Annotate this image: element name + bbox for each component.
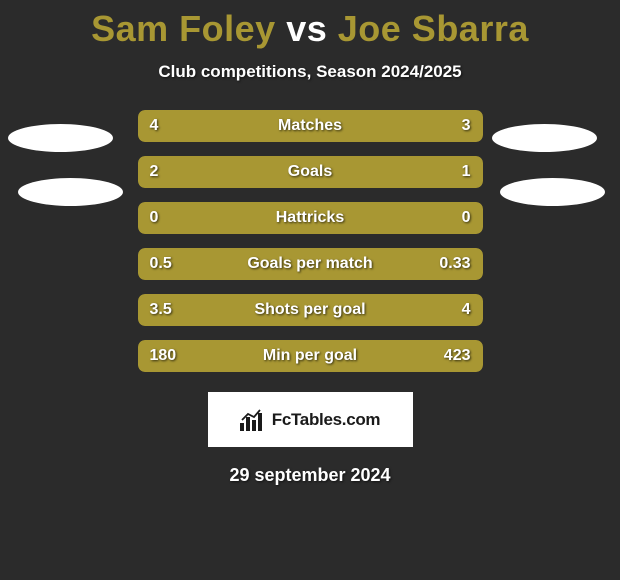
stat-row: 180Min per goal423: [138, 340, 483, 372]
subtitle: Club competitions, Season 2024/2025: [0, 62, 620, 82]
stat-label: Goals: [138, 156, 483, 188]
vs-text: vs: [286, 8, 327, 49]
stat-label: Min per goal: [138, 340, 483, 372]
date-text: 29 september 2024: [0, 465, 620, 486]
player2-name: Joe Sbarra: [338, 8, 529, 49]
stat-label: Matches: [138, 110, 483, 142]
stat-value-right: 4: [462, 294, 471, 326]
stats-container: 4Matches32Goals10Hattricks00.5Goals per …: [138, 110, 483, 372]
stat-value-right: 0.33: [439, 248, 470, 280]
player1-name: Sam Foley: [91, 8, 276, 49]
stat-label: Goals per match: [138, 248, 483, 280]
stat-value-right: 1: [462, 156, 471, 188]
fctables-logo: FcTables.com: [208, 392, 413, 447]
stat-row: 0Hattricks0: [138, 202, 483, 234]
stat-value-right: 423: [444, 340, 471, 372]
stat-row: 4Matches3: [138, 110, 483, 142]
stat-value-right: 0: [462, 202, 471, 234]
stat-row: 0.5Goals per match0.33: [138, 248, 483, 280]
decorative-ellipse: [8, 124, 113, 152]
decorative-ellipse: [500, 178, 605, 206]
decorative-ellipse: [18, 178, 123, 206]
logo-chart-icon: [240, 409, 266, 431]
comparison-title: Sam Foley vs Joe Sbarra: [0, 0, 620, 50]
stat-label: Hattricks: [138, 202, 483, 234]
stat-row: 3.5Shots per goal4: [138, 294, 483, 326]
decorative-ellipse: [492, 124, 597, 152]
stat-row: 2Goals1: [138, 156, 483, 188]
stat-value-right: 3: [462, 110, 471, 142]
logo-text: FcTables.com: [272, 410, 381, 430]
stat-label: Shots per goal: [138, 294, 483, 326]
